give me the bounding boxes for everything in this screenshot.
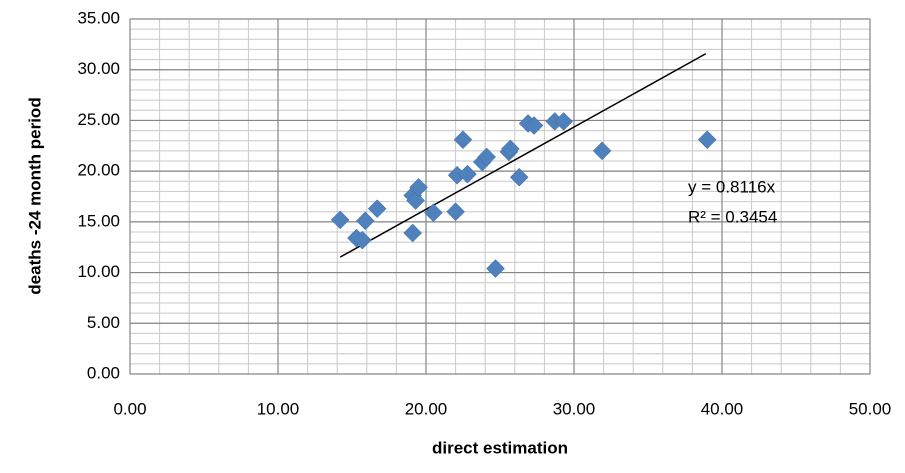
x-tick-label: 10.00 — [257, 399, 300, 418]
annotation: y = 0.8116x — [688, 177, 776, 196]
annotation: R² = 0.3454 — [688, 207, 777, 226]
x-axis-title: direct estimation — [432, 438, 568, 457]
point — [353, 230, 372, 250]
point — [554, 112, 573, 131]
y-tick-label: 20.00 — [77, 161, 120, 180]
point — [453, 130, 473, 150]
x-tick-label: 40.00 — [701, 399, 744, 418]
y-tick-label: 30.00 — [77, 59, 120, 78]
point — [509, 167, 529, 187]
point — [409, 178, 428, 197]
y-tick-label: 0.00 — [87, 363, 120, 382]
point — [477, 147, 497, 167]
point — [406, 191, 425, 210]
point — [458, 164, 477, 184]
y-tick-label: 10.00 — [77, 262, 120, 281]
point — [501, 139, 520, 159]
trendline — [339, 53, 707, 258]
point — [403, 223, 423, 243]
x-tick-label: 20.00 — [405, 399, 448, 418]
y-axis-title: deaths -24 month period — [25, 97, 44, 294]
x-tick-label: 0.00 — [113, 399, 146, 418]
x-tick-label: 30.00 — [553, 399, 596, 418]
point — [697, 130, 717, 150]
point — [330, 210, 350, 230]
y-tick-label: 25.00 — [77, 110, 120, 129]
point — [367, 199, 387, 219]
y-tick-label: 15.00 — [77, 211, 120, 230]
y-tick-label: 5.00 — [87, 313, 120, 332]
point — [486, 259, 505, 278]
x-tick-label: 50.00 — [849, 399, 892, 418]
point — [355, 211, 375, 231]
point — [524, 116, 544, 135]
point — [424, 203, 443, 223]
point — [446, 202, 465, 222]
point — [592, 141, 612, 161]
plot-border — [129, 18, 871, 375]
y-tick-label: 35.00 — [77, 8, 120, 27]
